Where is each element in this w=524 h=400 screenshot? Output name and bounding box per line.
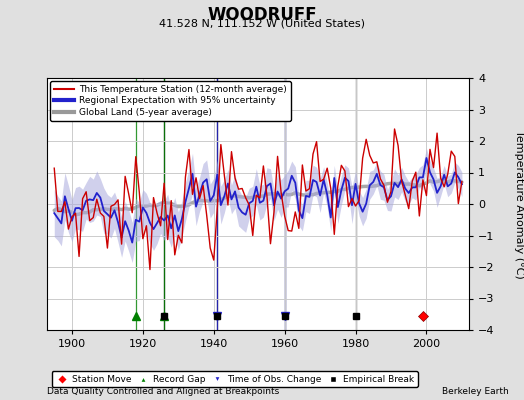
Y-axis label: Temperature Anomaly (°C): Temperature Anomaly (°C) <box>514 130 524 278</box>
Text: WOODRUFF: WOODRUFF <box>207 6 317 24</box>
Text: Data Quality Controlled and Aligned at Breakpoints: Data Quality Controlled and Aligned at B… <box>47 387 279 396</box>
Text: Berkeley Earth: Berkeley Earth <box>442 387 508 396</box>
Text: 41.528 N, 111.152 W (United States): 41.528 N, 111.152 W (United States) <box>159 18 365 28</box>
Legend: Station Move, Record Gap, Time of Obs. Change, Empirical Break: Station Move, Record Gap, Time of Obs. C… <box>52 371 418 387</box>
